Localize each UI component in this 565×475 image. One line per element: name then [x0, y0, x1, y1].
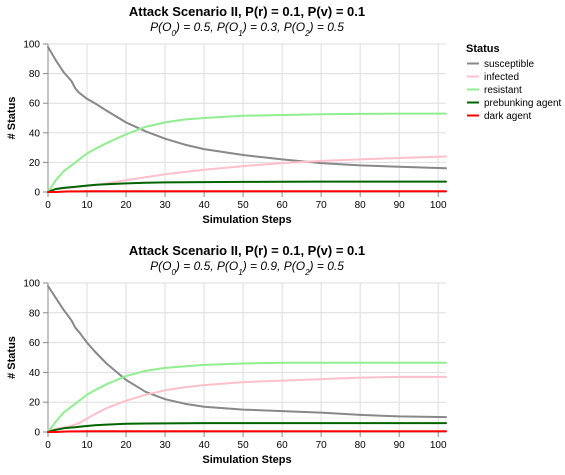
subtitle-part: P(O — [150, 20, 171, 34]
subtitle-subscript: 2 — [304, 268, 310, 277]
x-tick-label: 20 — [120, 200, 132, 211]
x-tick-label: 90 — [394, 440, 406, 451]
x-tick-label: 10 — [81, 200, 93, 211]
y-axis-title: # Status — [6, 336, 18, 379]
subtitle-part: ) = 0.5, P(O — [174, 20, 238, 34]
legend-label: resistant — [484, 85, 522, 96]
y-tick-label: 100 — [23, 279, 40, 290]
y-tick-label: 40 — [29, 368, 41, 379]
y-tick-label: 60 — [29, 99, 41, 110]
subtitle-subscript: 2 — [304, 29, 310, 38]
series-line-infected — [47, 155, 447, 192]
x-tick-label: 10 — [81, 440, 93, 451]
chart-title: Attack Scenario II, P(r) = 0.1, P(v) = 0… — [129, 243, 365, 258]
chart-top: Attack Scenario II, P(r) = 0.1, P(v) = 0… — [6, 4, 447, 226]
chart-subtitle: P(O0) = 0.5, P(O1) = 0.9, P(O2) = 0.5 — [150, 259, 344, 277]
x-tick-label: 40 — [199, 200, 211, 211]
x-tick-label: 80 — [355, 440, 367, 451]
x-tick-label: 20 — [120, 440, 132, 451]
series-line-susceptible — [47, 285, 447, 419]
subtitle-part: ) = 0.5 — [308, 20, 345, 34]
series-line-infected — [47, 375, 447, 432]
series-line-resistant — [47, 361, 447, 433]
x-axis-title: Simulation Steps — [202, 454, 291, 466]
legend-label: susceptible — [484, 59, 534, 70]
x-tick-label: 30 — [159, 440, 171, 451]
subtitle-subscript: 1 — [238, 29, 242, 38]
x-tick-label: 100 — [430, 440, 447, 451]
subtitle-part: ) = 0.5, P(O — [174, 259, 238, 273]
legend-title: Status — [466, 43, 500, 55]
series-line-resistant — [47, 112, 447, 193]
x-tick-label: 50 — [238, 200, 250, 211]
chart-bottom: Attack Scenario II, P(r) = 0.1, P(v) = 0… — [6, 243, 447, 466]
series-line-dark-agent — [47, 430, 447, 433]
y-tick-label: 20 — [29, 398, 41, 409]
subtitle-part: ) = 0.5 — [308, 259, 345, 273]
x-tick-label: 40 — [199, 440, 211, 451]
y-axis-title: # Status — [6, 97, 18, 140]
legend: Status susceptible infected resistant prebun… — [466, 43, 562, 122]
y-tick-label: 80 — [29, 69, 41, 80]
chart-subtitle: P(O0) = 0.5, P(O1) = 0.3, P(O2) = 0.5 — [150, 20, 344, 38]
series-lines — [47, 285, 447, 433]
y-tick-label: 60 — [29, 338, 41, 349]
subtitle-part: ) = 0.9, P(O — [241, 259, 305, 273]
x-tick-label: 0 — [45, 200, 51, 211]
y-tick-label: 40 — [29, 128, 41, 139]
x-tick-label: 0 — [45, 440, 51, 451]
y-tick-label: 80 — [29, 308, 41, 319]
x-tick-label: 60 — [277, 440, 289, 451]
x-tick-label: 60 — [277, 200, 289, 211]
legend-label: infected — [484, 72, 519, 83]
legend-label: prebunking agent — [484, 98, 562, 109]
legend-label: dark agent — [484, 111, 531, 122]
y-tick-label: 20 — [29, 158, 41, 169]
series-line-prebunking-agent — [47, 180, 447, 193]
x-tick-label: 90 — [394, 200, 406, 211]
x-tick-label: 80 — [355, 200, 367, 211]
gridlines — [47, 43, 446, 193]
y-tick-label: 0 — [34, 188, 40, 199]
subtitle-subscript: 1 — [238, 268, 242, 277]
y-tick-label: 100 — [23, 40, 40, 51]
subtitle-part: ) = 0.3, P(O — [241, 20, 305, 34]
series-line-prebunking-agent — [47, 422, 447, 433]
subtitle-subscript: 0 — [171, 268, 176, 277]
x-tick-label: 100 — [430, 200, 447, 211]
y-tick-label: 0 — [34, 428, 40, 439]
chart-title: Attack Scenario II, P(r) = 0.1, P(v) = 0… — [129, 4, 365, 19]
x-tick-label: 50 — [238, 440, 250, 451]
series-line-dark-agent — [47, 190, 447, 193]
series-lines — [47, 46, 447, 193]
subtitle-subscript: 0 — [171, 29, 176, 38]
subtitle-part: P(O — [150, 259, 171, 273]
x-tick-label: 70 — [316, 200, 328, 211]
series-line-susceptible — [47, 46, 447, 170]
x-axis-title: Simulation Steps — [202, 214, 291, 226]
x-tick-label: 30 — [159, 200, 171, 211]
x-tick-label: 70 — [316, 440, 328, 451]
